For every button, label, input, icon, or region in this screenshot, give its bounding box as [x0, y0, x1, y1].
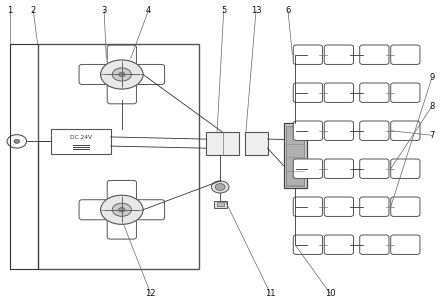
- FancyBboxPatch shape: [360, 159, 389, 178]
- FancyBboxPatch shape: [79, 200, 108, 220]
- Text: 6: 6: [285, 6, 291, 15]
- Bar: [286, 126, 304, 186]
- Text: 8: 8: [429, 102, 435, 111]
- FancyBboxPatch shape: [391, 235, 420, 254]
- FancyBboxPatch shape: [360, 235, 389, 254]
- Circle shape: [101, 195, 143, 224]
- FancyBboxPatch shape: [293, 159, 323, 178]
- FancyBboxPatch shape: [324, 197, 354, 216]
- Text: 4: 4: [146, 6, 151, 15]
- FancyBboxPatch shape: [324, 45, 354, 64]
- FancyBboxPatch shape: [293, 121, 323, 140]
- Text: 2: 2: [31, 6, 36, 15]
- Text: 7: 7: [429, 131, 435, 140]
- Bar: [217, 202, 224, 206]
- Circle shape: [112, 68, 132, 81]
- FancyBboxPatch shape: [324, 235, 354, 254]
- Circle shape: [101, 60, 143, 89]
- Text: 5: 5: [221, 6, 226, 15]
- FancyBboxPatch shape: [79, 64, 108, 85]
- Bar: [51, 129, 111, 154]
- Text: 9: 9: [429, 73, 435, 82]
- FancyBboxPatch shape: [136, 64, 165, 85]
- FancyBboxPatch shape: [293, 83, 323, 102]
- Text: DC 24V: DC 24V: [70, 135, 92, 140]
- Bar: [284, 123, 307, 188]
- Bar: [38, 44, 199, 269]
- Text: 3: 3: [101, 6, 107, 15]
- Circle shape: [112, 203, 132, 216]
- FancyBboxPatch shape: [324, 83, 354, 102]
- FancyBboxPatch shape: [391, 45, 420, 64]
- FancyBboxPatch shape: [136, 200, 165, 220]
- FancyBboxPatch shape: [391, 121, 420, 140]
- Text: 1: 1: [7, 6, 12, 15]
- Bar: [206, 132, 239, 155]
- FancyBboxPatch shape: [360, 83, 389, 102]
- FancyBboxPatch shape: [324, 121, 354, 140]
- FancyBboxPatch shape: [360, 45, 389, 64]
- Bar: [214, 201, 227, 208]
- FancyBboxPatch shape: [360, 197, 389, 216]
- FancyBboxPatch shape: [293, 45, 323, 64]
- FancyBboxPatch shape: [324, 159, 354, 178]
- Circle shape: [215, 184, 225, 190]
- Circle shape: [119, 72, 125, 77]
- Text: 12: 12: [145, 289, 156, 298]
- Bar: [245, 132, 268, 155]
- FancyBboxPatch shape: [391, 197, 420, 216]
- FancyBboxPatch shape: [391, 159, 420, 178]
- Text: 13: 13: [251, 6, 261, 15]
- FancyBboxPatch shape: [293, 197, 323, 216]
- FancyBboxPatch shape: [391, 83, 420, 102]
- Circle shape: [7, 135, 27, 148]
- FancyBboxPatch shape: [107, 84, 136, 104]
- Text: 10: 10: [325, 289, 335, 298]
- Circle shape: [14, 139, 20, 143]
- FancyBboxPatch shape: [360, 121, 389, 140]
- Text: 11: 11: [265, 289, 276, 298]
- Circle shape: [119, 208, 125, 212]
- FancyBboxPatch shape: [293, 235, 323, 254]
- FancyBboxPatch shape: [107, 219, 136, 239]
- Circle shape: [211, 181, 229, 193]
- FancyBboxPatch shape: [107, 45, 136, 65]
- FancyBboxPatch shape: [107, 181, 136, 201]
